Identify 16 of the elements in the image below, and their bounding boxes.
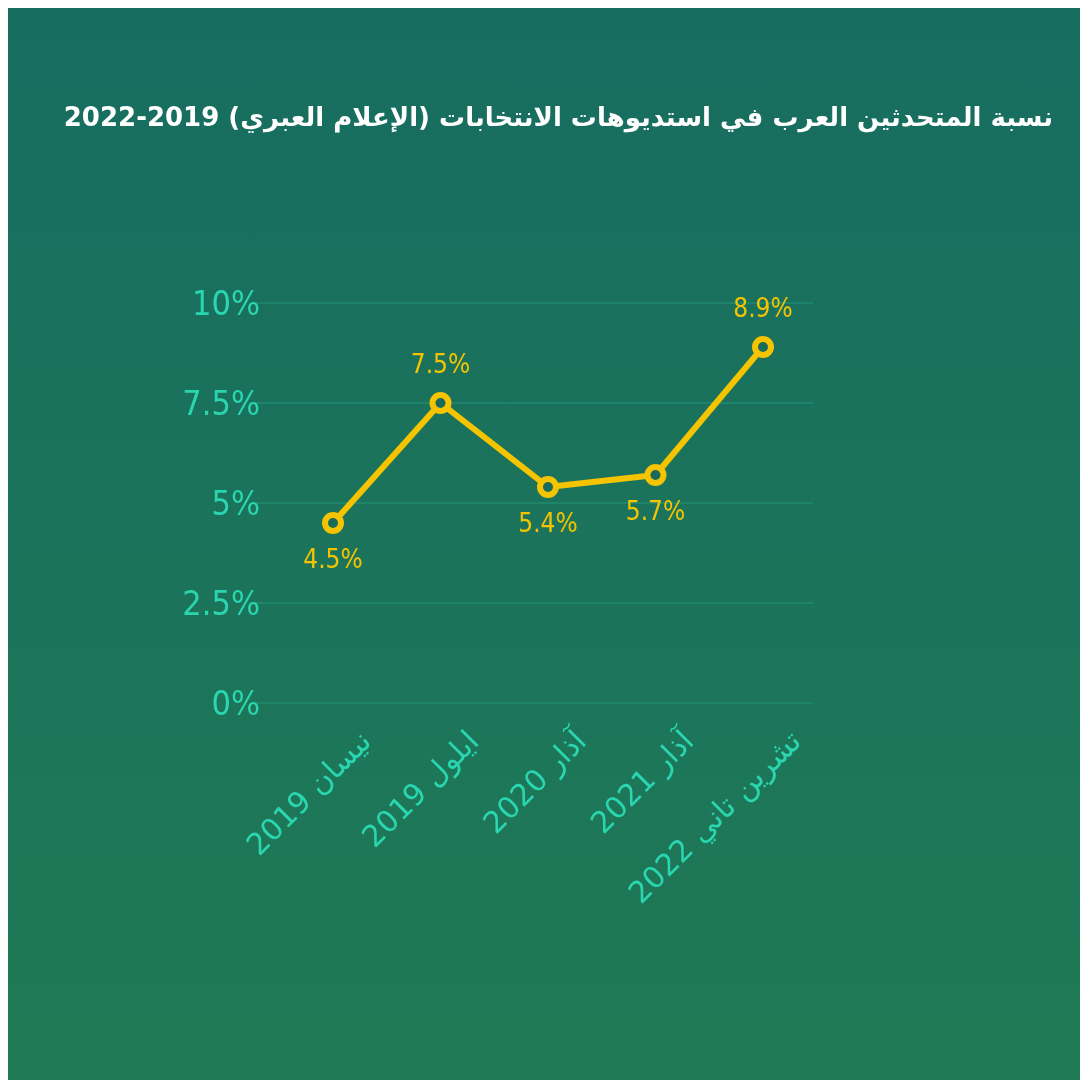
point — [537, 476, 559, 498]
point — [752, 336, 774, 358]
data-label: 5.4% — [518, 508, 578, 538]
data-label: 8.9% — [733, 293, 793, 323]
y-tick-label: 5% — [211, 482, 260, 523]
y-tick-label: 7.5% — [182, 382, 260, 423]
chart-title: نسبة المتحدثين العرب في استديوهات الانتخابات (الإعلام العبري) 2019-2022 — [63, 102, 1053, 133]
point — [644, 464, 667, 486]
data-label: 5.7% — [625, 496, 686, 526]
point — [322, 512, 344, 534]
data-label: 4.5% — [303, 544, 363, 574]
y-tick-label: 0% — [211, 682, 260, 723]
y-tick-label: 10% — [192, 282, 260, 323]
y-tick-label: 2.5% — [182, 582, 260, 623]
point — [429, 392, 452, 414]
data-label: 7.5% — [410, 349, 471, 379]
